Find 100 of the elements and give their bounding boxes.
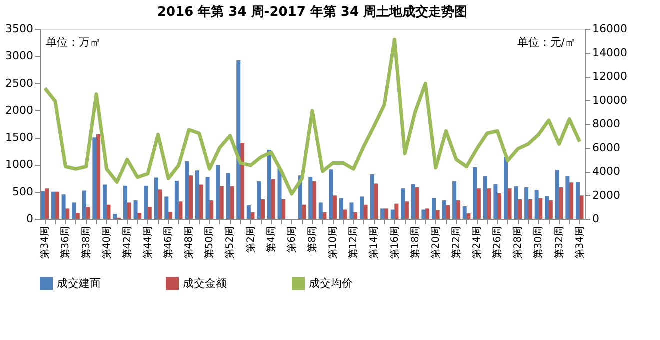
bar <box>302 204 306 219</box>
bar <box>483 176 488 219</box>
bar <box>384 208 388 219</box>
x-tick-label: 第32周 <box>553 226 566 260</box>
line-series <box>43 38 582 196</box>
bar <box>55 192 60 219</box>
bar <box>308 177 313 219</box>
bar <box>548 200 553 219</box>
bar <box>404 202 409 219</box>
bar <box>332 196 337 219</box>
bar <box>528 199 532 219</box>
bar <box>246 205 251 219</box>
bar <box>41 191 46 219</box>
bar <box>401 188 406 219</box>
bar <box>524 188 529 219</box>
x-tick-label: 第2周 <box>244 226 257 253</box>
x-tick-label: 第34周 <box>39 226 52 260</box>
x-tick-label: 第34周 <box>574 226 586 260</box>
x-tick-label: 第30周 <box>532 226 545 260</box>
bar <box>394 204 399 219</box>
bar <box>134 200 138 219</box>
bar <box>178 202 183 219</box>
bar <box>576 182 580 219</box>
bar <box>508 188 512 219</box>
y2-tick-label: 16000 <box>592 22 628 36</box>
y2-tick-label: 8000 <box>592 118 620 130</box>
bar <box>148 207 152 219</box>
y2-tick-label: 12000 <box>592 70 628 83</box>
x-tick-label: 第20周 <box>430 226 442 260</box>
bar <box>66 208 70 219</box>
bar <box>240 143 244 219</box>
bar <box>322 212 327 219</box>
bar <box>236 60 241 219</box>
bar <box>456 200 460 219</box>
bar <box>72 202 76 219</box>
bar <box>580 196 584 219</box>
bar <box>446 205 450 219</box>
bar <box>282 199 286 219</box>
bar <box>422 210 426 219</box>
bar <box>415 188 420 219</box>
bar <box>220 186 224 219</box>
y-tick-label: 500 <box>12 185 34 198</box>
bar <box>76 213 80 219</box>
bar <box>113 214 118 219</box>
y2-tick-label: 0 <box>592 212 600 226</box>
x-tick-label: 第12周 <box>348 226 360 260</box>
bar <box>106 204 111 219</box>
bar <box>92 138 97 219</box>
bar <box>216 165 220 219</box>
bar <box>102 184 107 219</box>
x-tick-label: 第6周 <box>286 226 298 253</box>
bar <box>267 150 272 219</box>
x-tick-label: 第24周 <box>471 226 484 260</box>
bar <box>487 188 492 219</box>
bar <box>312 182 316 219</box>
bar <box>555 170 560 219</box>
bar <box>210 200 214 219</box>
bar <box>257 182 262 219</box>
bar <box>462 206 467 219</box>
bar <box>339 198 344 219</box>
bar <box>436 210 440 219</box>
x-tick-label: 第48周 <box>183 226 196 260</box>
bar <box>426 208 430 219</box>
x-tick-label: 第8周 <box>306 226 318 253</box>
bar <box>62 194 66 219</box>
bar <box>442 200 446 219</box>
bar <box>504 157 508 219</box>
bar <box>52 192 56 219</box>
bar <box>559 188 564 219</box>
y2-tick-label: 6000 <box>592 141 620 154</box>
x-tick-label: 第18周 <box>409 226 422 260</box>
bar <box>206 177 210 219</box>
bar <box>343 210 348 219</box>
legend-label: 成交均价 <box>309 276 353 290</box>
bar <box>144 186 148 219</box>
bar <box>354 212 358 219</box>
y2-tick-label: 2000 <box>592 188 620 202</box>
bar <box>250 212 255 219</box>
bar <box>514 186 518 219</box>
legend-label: 成交建面 <box>57 276 101 290</box>
bar <box>127 202 132 219</box>
bar <box>86 207 90 219</box>
y2-tick-label: 14000 <box>592 46 628 60</box>
bar <box>168 212 172 219</box>
y-axis-title: 单位：万㎡ <box>46 36 101 49</box>
bar <box>494 184 498 219</box>
bar <box>452 182 457 219</box>
y-tick-label: 2500 <box>6 76 34 90</box>
chart-title: 2016 年第 34 周-2017 年第 34 周土地成交走势图 <box>157 4 468 20</box>
bar <box>158 190 162 219</box>
bar <box>350 202 354 219</box>
bar <box>364 204 368 219</box>
y2-tick-label: 4000 <box>592 165 620 178</box>
bar <box>518 199 522 219</box>
bar <box>566 176 570 219</box>
bar <box>195 170 200 219</box>
x-tick-label: 第44周 <box>142 226 154 260</box>
bar <box>432 198 436 219</box>
bar <box>260 199 265 219</box>
legend-label: 成交金额 <box>183 276 227 290</box>
